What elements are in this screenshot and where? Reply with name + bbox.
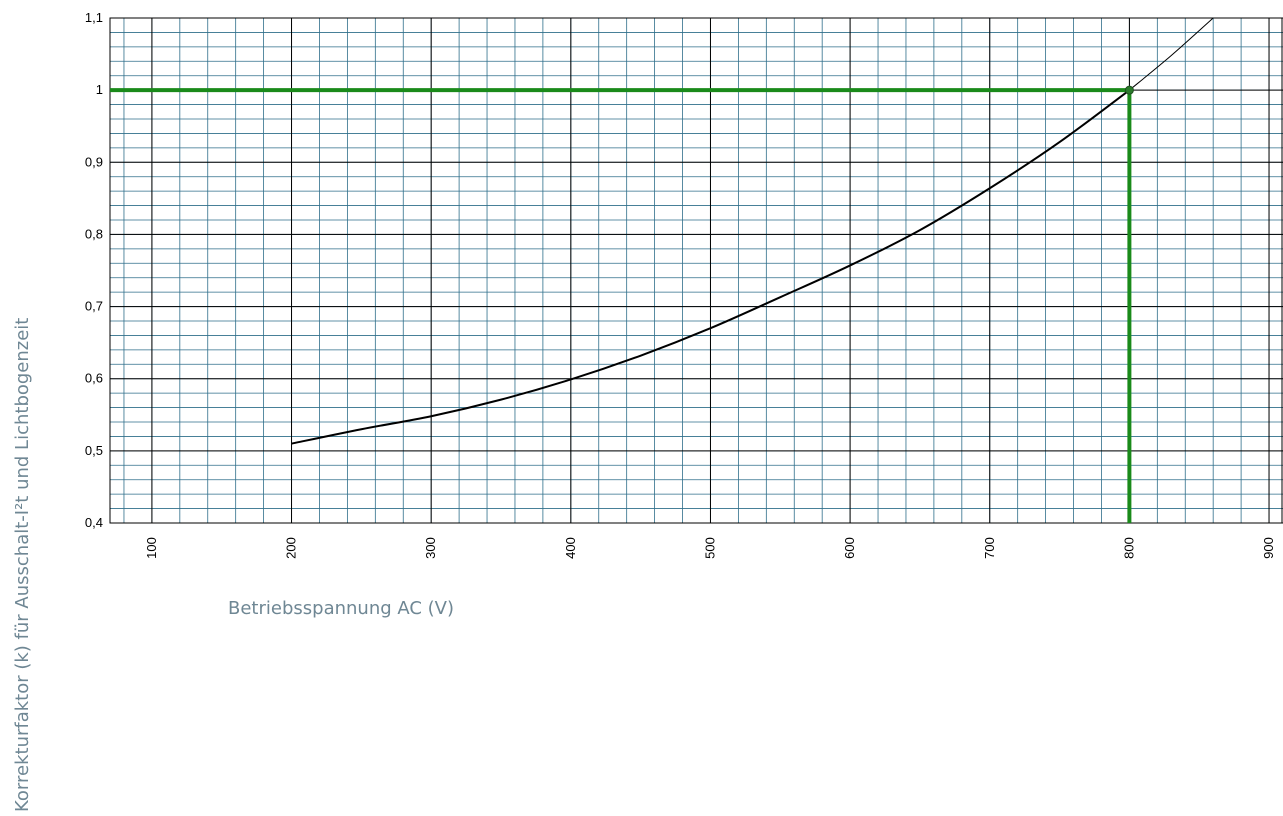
reference-point [1124,85,1134,95]
x-tick-label: 700 [982,537,997,559]
plot-frame [109,17,1283,524]
major-grid [110,17,1283,524]
y-tick-label: 1 [96,82,103,97]
minor-grid [110,17,1283,524]
y-tick-label: 0,9 [85,154,103,169]
x-tick-label: 400 [563,537,578,559]
y-tick-label: 0,5 [85,443,103,458]
y-tick-label: 0,7 [85,299,103,314]
y-tick-label: 0,6 [85,371,103,386]
y-tick-label: 0,4 [85,515,103,530]
x-tick-label: 500 [702,537,717,559]
x-axis-title: Betriebsspannung AC (V) [228,598,454,619]
x-tick-label: 300 [423,537,438,559]
y-tick-label: 0,8 [85,226,103,241]
x-tick-label: 800 [1121,537,1136,559]
y-tick-label: 1,1 [85,10,103,25]
series-curve-extension [1129,17,1214,91]
series-layer [291,17,1214,445]
series-curve [291,89,1130,445]
x-tick-label: 600 [842,537,857,559]
x-tick-label: 100 [144,537,159,559]
annotation-layer [110,85,1134,523]
tick-layer: 100 200 300 400 500 600 700 800 900 0,4 0,5 0,6 0,7 0… [85,10,1276,559]
y-axis-title: Korrekturfaktor (k) für Ausschalt-I²t un… [12,318,33,812]
x-tick-label: 200 [284,537,299,559]
x-tick-label: 900 [1261,537,1276,559]
